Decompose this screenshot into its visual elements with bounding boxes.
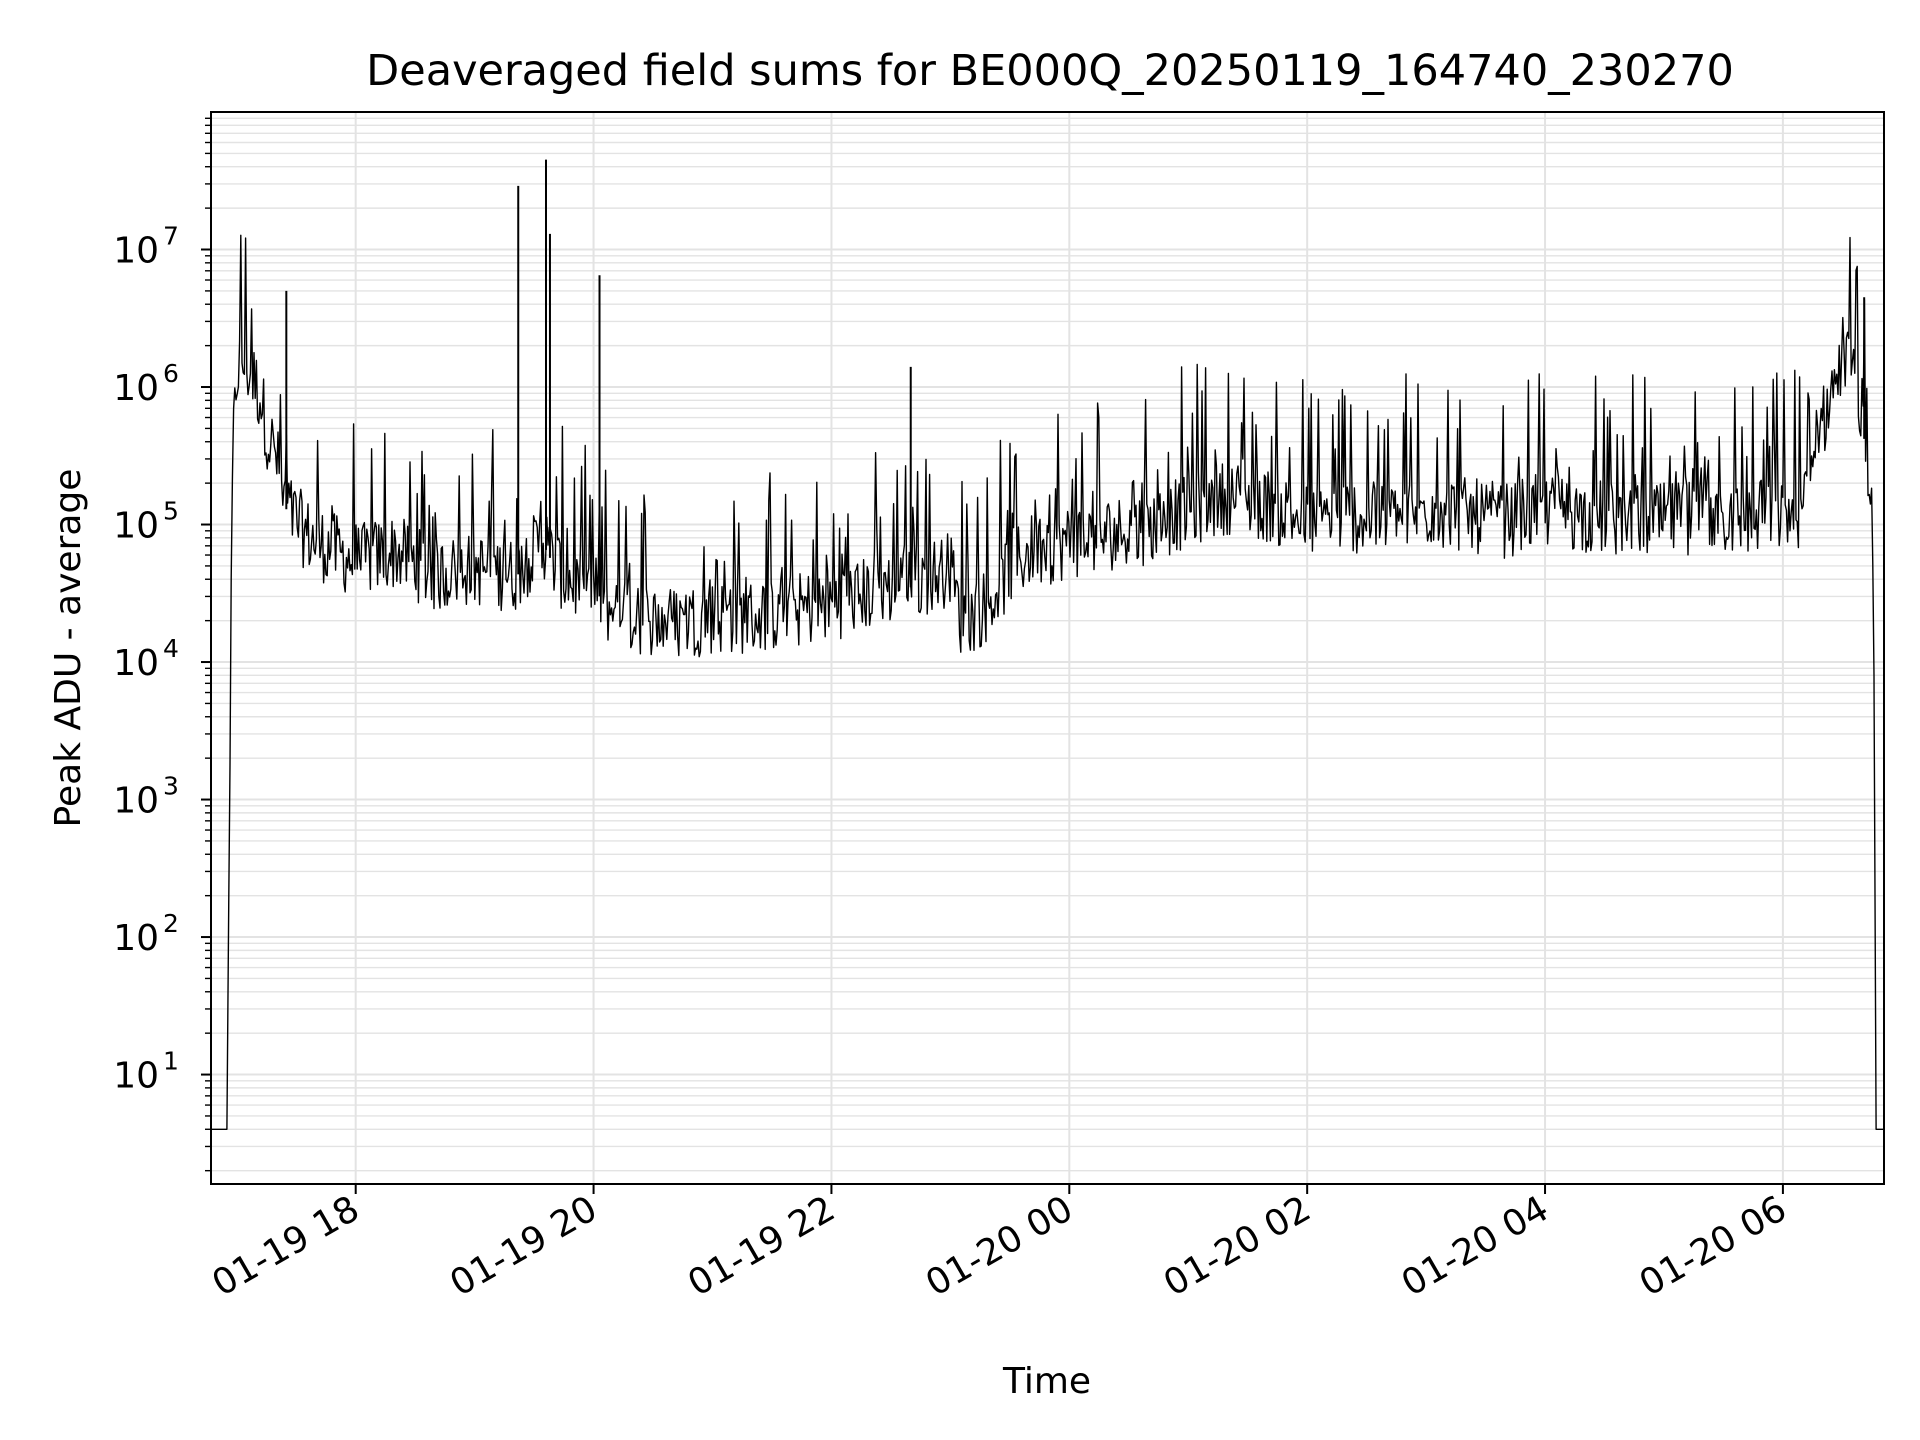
- y-tick-exponent: 3: [163, 772, 179, 801]
- y-tick-exponent: 2: [163, 909, 179, 938]
- y-tick-exponent: 5: [163, 497, 179, 526]
- y-axis-label: Peak ADU - average: [48, 469, 89, 828]
- y-tick-base: 10: [113, 506, 159, 547]
- y-tick-exponent: 6: [163, 359, 179, 388]
- grid-layer: [211, 112, 1884, 1184]
- y-tick-base: 10: [113, 643, 159, 684]
- y-tick-label: 10 4: [113, 634, 179, 684]
- y-tick-exponent: 1: [163, 1047, 179, 1076]
- y-tick-base: 10: [113, 918, 159, 959]
- plot-frame: [210, 111, 1885, 1185]
- y-tick-base: 10: [113, 1056, 159, 1097]
- x-axis-label: Time: [1002, 1361, 1091, 1402]
- y-tick-exponent: 7: [163, 222, 179, 251]
- y-tick-base: 10: [113, 781, 159, 822]
- y-tick-label: 10 3: [113, 772, 179, 822]
- plot-layer: [211, 159, 1884, 1130]
- series-line: [211, 234, 1884, 1130]
- y-tick-exponent: 4: [163, 634, 179, 663]
- y-tick-label: 10 1: [113, 1047, 179, 1097]
- y-tick-base: 10: [113, 368, 159, 409]
- chart-title: Deaveraged field sums for BE000Q_2025011…: [366, 46, 1734, 96]
- y-tick-label: 10 5: [113, 497, 179, 547]
- y-tick-label: 10 7: [113, 222, 179, 272]
- y-tick-label: 10 6: [113, 359, 179, 409]
- y-tick-label: 10 2: [113, 909, 179, 959]
- y-tick-base: 10: [113, 231, 159, 272]
